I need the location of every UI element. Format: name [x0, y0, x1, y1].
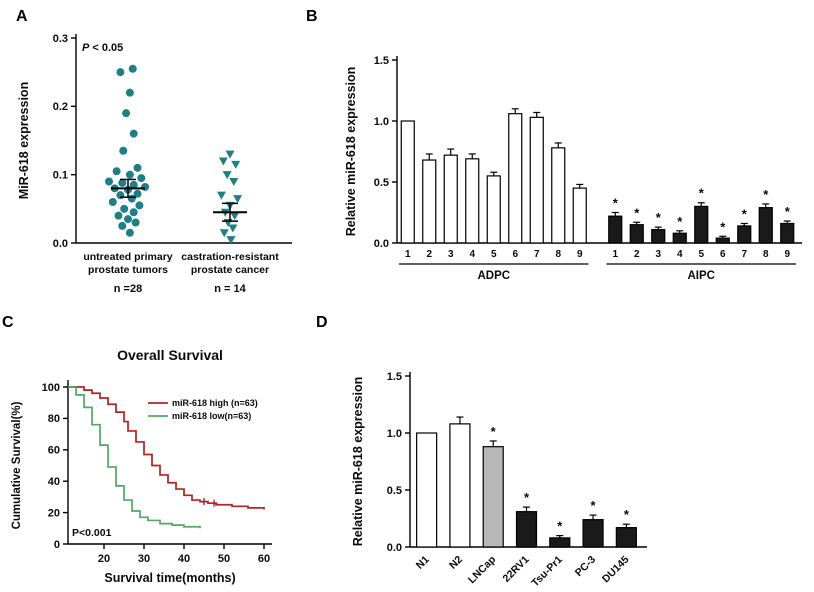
panel-b-bar-chart: 0.0 0.5 1.0 1.5 Relative miR-618 expression 1… [344, 55, 802, 282]
svg-text:*: * [624, 507, 630, 522]
panel-d-bar-chart: 0.0 0.5 1.0 1.5 Relative miR-618 expression N… [351, 371, 647, 590]
svg-text:*: * [634, 205, 640, 220]
svg-text:5: 5 [698, 249, 704, 260]
svg-text:*: * [763, 187, 769, 202]
svg-text:3: 3 [655, 249, 661, 260]
svg-text:1.0: 1.0 [387, 428, 402, 440]
svg-text:*: * [677, 214, 683, 229]
svg-text:Relative miR-618 expression: Relative miR-618 expression [351, 377, 365, 547]
svg-text:100: 100 [42, 382, 60, 394]
svg-text:6: 6 [720, 249, 726, 260]
svg-text:7: 7 [534, 249, 540, 260]
svg-text:*: * [591, 498, 597, 513]
svg-text:1: 1 [405, 249, 411, 260]
panel-c-survival-chart: 0 20 40 60 80 100 20 30 40 50 60 Overall Survival Su… [11, 347, 272, 585]
svg-text:*: * [557, 519, 563, 534]
svg-text:AIPC: AIPC [688, 270, 715, 282]
svg-text:Relative miR-618 expression: Relative miR-618 expression [344, 67, 358, 237]
svg-text:0.0: 0.0 [53, 238, 68, 250]
svg-text:4: 4 [469, 249, 475, 260]
svg-text:60: 60 [48, 445, 60, 457]
svg-text:miR-618 low(n=63): miR-618 low(n=63) [172, 411, 251, 421]
svg-text:N1: N1 [414, 554, 432, 572]
svg-text:*: * [524, 490, 530, 505]
svg-text:prostate cancer: prostate cancer [191, 264, 269, 276]
svg-text:50: 50 [218, 553, 230, 565]
svg-text:40: 40 [48, 476, 60, 488]
panel-c-label: C [2, 314, 14, 331]
svg-text:30: 30 [138, 553, 150, 565]
svg-text:*: * [699, 186, 705, 201]
svg-text:0.5: 0.5 [387, 485, 402, 497]
svg-text:LNCap: LNCap [466, 554, 498, 586]
svg-text:0.1: 0.1 [53, 169, 68, 181]
svg-text:0.0: 0.0 [387, 542, 402, 554]
svg-text:7: 7 [741, 249, 747, 260]
svg-text:6: 6 [512, 249, 518, 260]
svg-text:MiR-618 expression: MiR-618 expression [17, 82, 31, 199]
svg-text:N2: N2 [447, 554, 465, 572]
svg-text:3: 3 [448, 249, 454, 260]
panel-d-label: D [316, 314, 328, 331]
panel-a-label: A [16, 8, 28, 25]
svg-text:1.5: 1.5 [374, 55, 389, 67]
svg-text:5: 5 [491, 249, 497, 260]
panel-a-scatter-chart: 0.0 0.1 0.2 0.3 MiR-618 expression P < 0.05 un… [17, 33, 292, 295]
svg-text:2: 2 [634, 249, 640, 260]
svg-text:20: 20 [48, 507, 60, 519]
svg-text:n =28: n =28 [114, 283, 142, 295]
svg-text:1.5: 1.5 [387, 371, 402, 383]
svg-text:ADPC: ADPC [477, 270, 510, 282]
svg-text:*: * [613, 196, 619, 211]
svg-text:9: 9 [784, 249, 790, 260]
svg-text:Survival time(months): Survival time(months) [104, 571, 235, 585]
svg-text:*: * [656, 210, 662, 225]
svg-text:0: 0 [54, 539, 60, 551]
svg-text:8: 8 [763, 249, 769, 260]
svg-text:60: 60 [258, 553, 270, 565]
svg-text:0.2: 0.2 [53, 101, 68, 113]
svg-text:prostate tumors: prostate tumors [88, 264, 168, 276]
svg-text:*: * [742, 206, 748, 221]
svg-text:1: 1 [612, 249, 618, 260]
svg-text:1.0: 1.0 [374, 116, 389, 128]
svg-text:miR-618 high (n=63): miR-618 high (n=63) [172, 398, 258, 408]
svg-text:PC-3: PC-3 [573, 554, 599, 580]
svg-text:0.5: 0.5 [374, 177, 389, 189]
svg-text:2: 2 [426, 249, 432, 260]
svg-text:40: 40 [178, 553, 190, 565]
svg-text:0.0: 0.0 [374, 238, 389, 250]
svg-text:castration-resistant: castration-resistant [181, 251, 279, 263]
svg-text:0.3: 0.3 [53, 33, 68, 45]
svg-text:n = 14: n = 14 [214, 283, 246, 295]
svg-text:Cumulative Survival(%): Cumulative Survival(%) [11, 401, 23, 529]
svg-text:*: * [491, 424, 497, 439]
svg-text:80: 80 [48, 413, 60, 425]
svg-text:4: 4 [677, 249, 683, 260]
svg-text:*: * [720, 219, 726, 234]
svg-text:22RV1: 22RV1 [501, 554, 532, 585]
svg-text:20: 20 [98, 553, 110, 565]
svg-text:Overall Survival: Overall Survival [117, 347, 223, 363]
panel-b-label: B [306, 8, 318, 25]
svg-text:Tsu-Pr1: Tsu-Pr1 [529, 554, 565, 590]
svg-text:P<0.001: P<0.001 [72, 527, 112, 539]
svg-text:9: 9 [577, 249, 583, 260]
svg-text:P < 0.05: P < 0.05 [82, 42, 123, 54]
svg-text:untreated primary: untreated primary [83, 251, 172, 263]
svg-text:*: * [785, 204, 791, 219]
svg-text:8: 8 [555, 249, 561, 260]
svg-text:DU145: DU145 [600, 554, 632, 586]
